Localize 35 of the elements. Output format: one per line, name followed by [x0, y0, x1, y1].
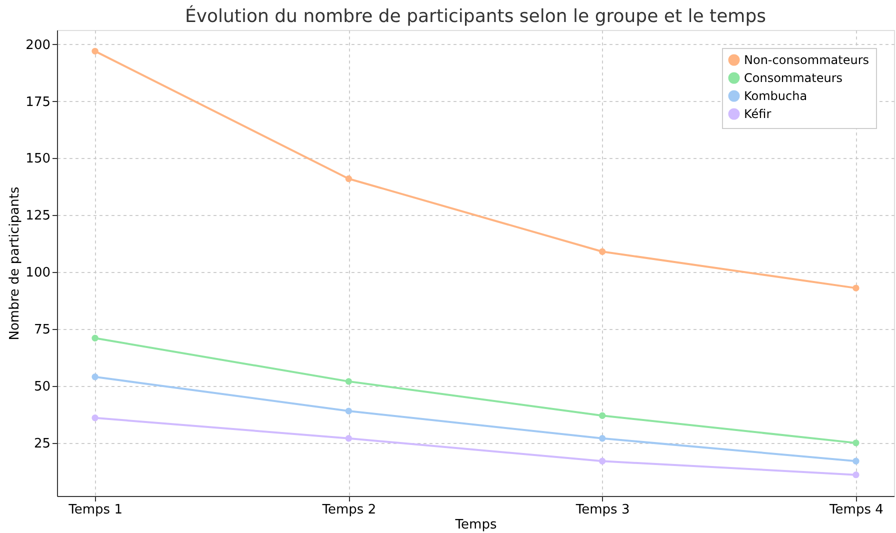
point [92, 48, 98, 55]
x-tick-label: Temps 1 [68, 502, 122, 518]
point [345, 175, 352, 182]
point [598, 458, 606, 464]
y-tick-label: 175 [26, 94, 50, 110]
point [598, 248, 606, 255]
y-tick-label: 125 [26, 208, 50, 224]
point [345, 378, 352, 385]
y-tick-label: 200 [26, 38, 50, 53]
point [92, 414, 98, 422]
x-tick-label: Temps 3 [574, 502, 630, 518]
point [598, 435, 606, 442]
point [598, 412, 606, 419]
point [852, 440, 860, 446]
x-tick-label: Temps 2 [321, 502, 376, 518]
point [852, 458, 860, 464]
legend-label: Kéfir [744, 107, 772, 121]
x-axis-title: Temps [454, 518, 497, 532]
legend-label: Non-consommateurs [744, 53, 870, 67]
y-tick-label: 150 [26, 152, 50, 167]
legend-label: Kombucha [744, 89, 808, 103]
point [345, 408, 352, 414]
point [92, 374, 98, 380]
point [345, 435, 352, 442]
point [852, 471, 860, 478]
y-axis-title: Nombre de participants [8, 186, 23, 340]
point [92, 334, 98, 342]
chart-title: Évolution du nombre de participants selon le groupe et le temps [184, 5, 766, 27]
x-tick-label: Temps 4 [828, 502, 884, 518]
y-tick-label: 25 [34, 436, 50, 452]
legend-label: Consommateurs [744, 71, 843, 85]
point [852, 284, 860, 292]
y-tick-label: 50 [34, 379, 50, 394]
y-tick-label: 75 [34, 322, 50, 338]
y-tick-label: 100 [26, 266, 50, 281]
